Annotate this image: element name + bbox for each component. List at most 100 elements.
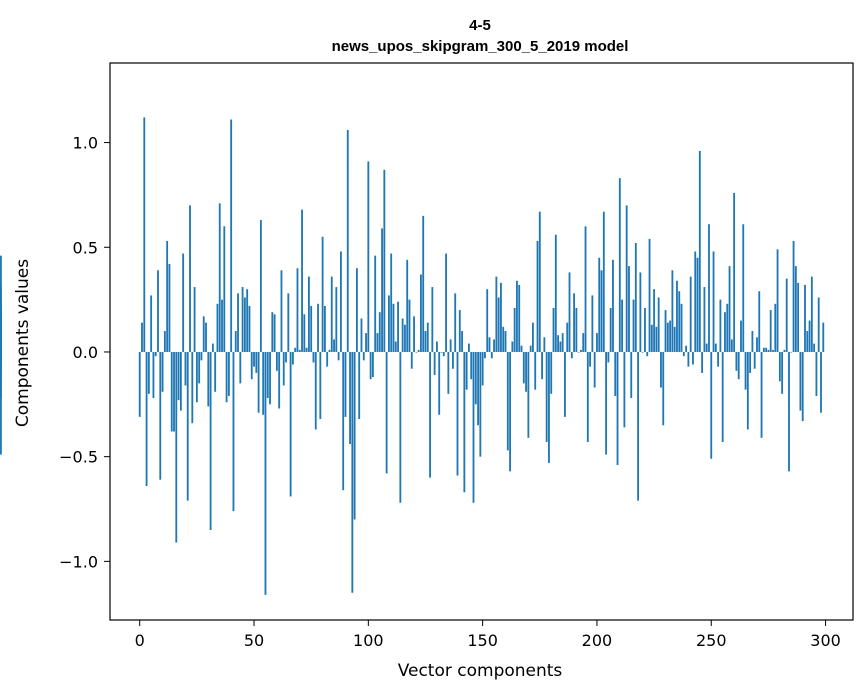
bar-119 [410,351,413,369]
bar-201 [598,257,601,352]
bar-283 [785,278,788,352]
bar-26 [198,351,201,384]
bar-249 [708,224,710,352]
bar-57 [269,351,271,405]
bar-199 [593,351,596,388]
bar-110 [390,253,393,352]
bar-5 [150,295,153,352]
bar-15 [173,351,175,432]
bar-244 [696,257,699,352]
bar-25 [195,351,198,403]
bar-188 [568,272,571,352]
bar-288 [797,282,800,352]
bar-116 [404,324,406,352]
bar-107 [383,169,386,352]
bar-52 [257,351,260,413]
bar-231 [666,322,669,352]
bar-72 [303,314,306,352]
bar-139 [456,351,459,476]
bar-159 [502,326,505,352]
bar-295 [813,343,816,352]
bar-85 [333,339,335,352]
bar-128 [431,287,434,352]
bar-71 [301,209,303,352]
bar-164 [513,308,516,352]
bar-181 [552,308,555,352]
bar-299 [822,322,825,352]
bar-166 [518,284,521,352]
bar-193 [580,349,582,352]
bar-227 [657,297,660,352]
bar-251 [712,251,715,352]
bar-102 [371,351,374,378]
bar-80 [321,236,324,352]
bar-185 [561,333,564,352]
bar-197 [589,351,592,367]
bar-8 [157,270,159,352]
chart-subtitle: news_upos_skipgram_300_5_2019 model [332,38,629,55]
bar-113 [397,301,399,352]
bar-48 [248,305,251,352]
bar-65 [287,293,290,352]
bar-82 [326,351,329,367]
bar-77 [314,351,317,430]
bar-129 [433,351,436,375]
bar-120 [413,316,415,352]
bar-76 [312,351,315,363]
bar-105 [378,312,381,352]
bar-123 [420,274,422,352]
bar-87 [337,351,340,361]
bar-20 [184,351,187,386]
bar-184 [559,341,562,352]
bar-9 [159,351,162,480]
bar-46 [243,297,246,352]
bar-213 [625,205,628,352]
bar-13 [168,264,171,352]
bar-296 [815,351,818,396]
bar-272 [760,351,763,438]
bar-68 [294,347,297,352]
bar-237 [680,303,683,352]
bar-246 [701,351,704,373]
bar-141 [461,331,463,352]
bar-63 [282,351,285,386]
bar-3 [145,351,148,486]
bar-143 [465,351,468,390]
bar-195 [584,226,587,352]
bar-281 [781,351,784,394]
bar-293 [808,320,811,352]
bar-61 [278,351,281,409]
bar-292 [806,331,809,352]
bar-undefined [0,287,2,352]
bar-216 [632,299,635,352]
x-tick-label: 250 [696,631,727,650]
bar-187 [566,322,569,352]
bar-247 [703,287,706,352]
bar-16 [175,351,178,543]
bar-34 [216,303,219,352]
bar-59 [273,314,276,352]
bar-43 [237,293,239,352]
bar-240 [687,351,690,367]
bar-41 [232,351,235,512]
bar-177 [543,337,546,352]
bar-260 [733,192,736,352]
bar-203 [602,211,605,352]
bar-84 [330,276,333,352]
bar-53 [259,220,262,352]
bar-270 [756,337,758,352]
bar-156 [495,276,498,352]
bar-112 [394,341,397,352]
bar-12 [166,240,169,352]
bar-73 [305,347,308,352]
bar-64 [285,351,287,363]
bar-18 [179,351,182,411]
bar-207 [612,259,614,352]
bar-94 [353,351,356,520]
bar-209 [616,351,619,466]
bar-104 [376,333,379,352]
bar-268 [751,331,754,352]
bar-208 [614,351,617,396]
